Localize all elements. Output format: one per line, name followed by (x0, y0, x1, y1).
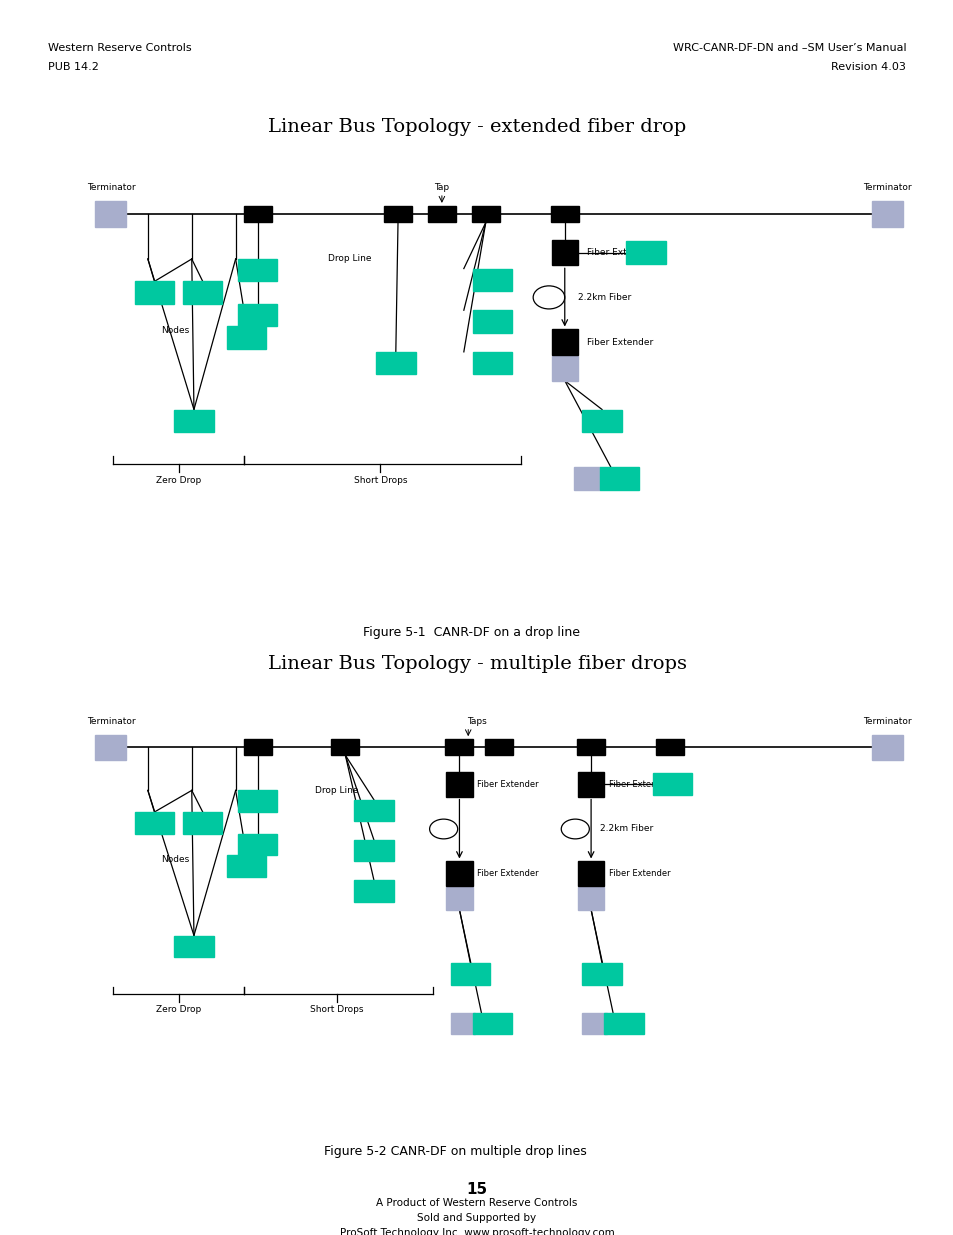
Bar (445, 739, 473, 755)
Text: WRC-CANR-DF-DN and –SM User’s Manual: WRC-CANR-DF-DN and –SM User’s Manual (672, 43, 905, 53)
Bar (446, 772, 472, 797)
Bar (174, 936, 213, 957)
Bar (237, 304, 277, 326)
Text: Fiber Extender: Fiber Extender (608, 869, 670, 878)
Bar (471, 206, 499, 222)
Text: Fiber Extender: Fiber Extender (476, 779, 538, 789)
Bar (237, 834, 277, 855)
Bar (95, 735, 126, 760)
Bar (354, 879, 394, 902)
Text: A Product of Western Reserve Controls
Sold and Supported by
ProSoft Technology I: A Product of Western Reserve Controls So… (339, 1198, 614, 1235)
Bar (472, 1013, 512, 1035)
Bar (581, 1013, 606, 1035)
Text: Drop Line: Drop Line (314, 785, 357, 795)
Bar (871, 735, 902, 760)
Bar (243, 206, 272, 222)
Bar (446, 887, 472, 909)
Bar (484, 739, 513, 755)
Text: Fiber Extender: Fiber Extender (608, 779, 670, 789)
Bar (134, 813, 174, 834)
Bar (331, 739, 359, 755)
Bar (625, 241, 665, 264)
Text: Revision 4.03: Revision 4.03 (831, 62, 905, 72)
Bar (383, 206, 412, 222)
Bar (603, 1013, 643, 1035)
Text: Fiber Extender: Fiber Extender (586, 248, 652, 257)
Bar (183, 282, 222, 304)
Bar (375, 352, 416, 374)
Bar (551, 240, 578, 266)
Bar (354, 800, 394, 821)
Text: Terminator: Terminator (87, 716, 135, 726)
Bar (577, 739, 604, 755)
Bar (578, 772, 603, 797)
Text: 15: 15 (466, 1182, 487, 1197)
Bar (427, 206, 456, 222)
Text: 2.2km Fiber: 2.2km Fiber (578, 293, 631, 301)
Text: Tap: Tap (434, 183, 449, 191)
Bar (581, 963, 621, 986)
Text: Nodes: Nodes (161, 855, 189, 864)
Bar (237, 790, 277, 813)
Bar (243, 739, 272, 755)
Text: Zero Drop: Zero Drop (155, 475, 201, 484)
Bar (652, 773, 691, 795)
Text: Terminator: Terminator (862, 183, 911, 191)
Text: Figure 5-2 CANR-DF on multiple drop lines: Figure 5-2 CANR-DF on multiple drop line… (324, 1145, 586, 1158)
Bar (134, 282, 174, 304)
Bar (578, 862, 603, 887)
Bar (578, 887, 603, 909)
Text: Fiber Extender: Fiber Extender (476, 869, 538, 878)
Bar (450, 1013, 475, 1035)
Text: Taps: Taps (467, 716, 486, 726)
Bar (656, 739, 683, 755)
Bar (472, 268, 512, 291)
Bar (551, 330, 578, 356)
Text: PUB 14.2: PUB 14.2 (48, 62, 98, 72)
Text: Linear Bus Topology - extended fiber drop: Linear Bus Topology - extended fiber dro… (268, 119, 685, 136)
Text: Linear Bus Topology - multiple fiber drops: Linear Bus Topology - multiple fiber dro… (267, 655, 686, 673)
Bar (871, 201, 902, 227)
Bar (95, 201, 126, 227)
Bar (354, 840, 394, 862)
Text: Short Drops: Short Drops (310, 1005, 363, 1014)
Text: Terminator: Terminator (862, 716, 911, 726)
Text: Nodes: Nodes (161, 326, 189, 335)
Bar (573, 467, 599, 489)
Text: Western Reserve Controls: Western Reserve Controls (48, 43, 192, 53)
Bar (227, 326, 266, 348)
Bar (472, 310, 512, 332)
Bar (550, 206, 578, 222)
Text: Figure 5-1  CANR-DF on a drop line: Figure 5-1 CANR-DF on a drop line (362, 626, 578, 640)
Text: Fiber Extender: Fiber Extender (586, 337, 652, 347)
Bar (237, 259, 277, 282)
Bar (599, 467, 639, 489)
Text: Drop Line: Drop Line (328, 254, 371, 263)
Bar (446, 862, 472, 887)
Bar (183, 813, 222, 834)
Bar (174, 410, 213, 432)
Bar (227, 856, 266, 877)
Text: Zero Drop: Zero Drop (155, 1005, 201, 1014)
Bar (581, 410, 621, 432)
Text: 2.2km Fiber: 2.2km Fiber (599, 825, 653, 834)
Text: Terminator: Terminator (87, 183, 135, 191)
Bar (450, 963, 490, 986)
Bar (472, 352, 512, 374)
Bar (551, 357, 578, 380)
Text: Short Drops: Short Drops (354, 475, 407, 484)
